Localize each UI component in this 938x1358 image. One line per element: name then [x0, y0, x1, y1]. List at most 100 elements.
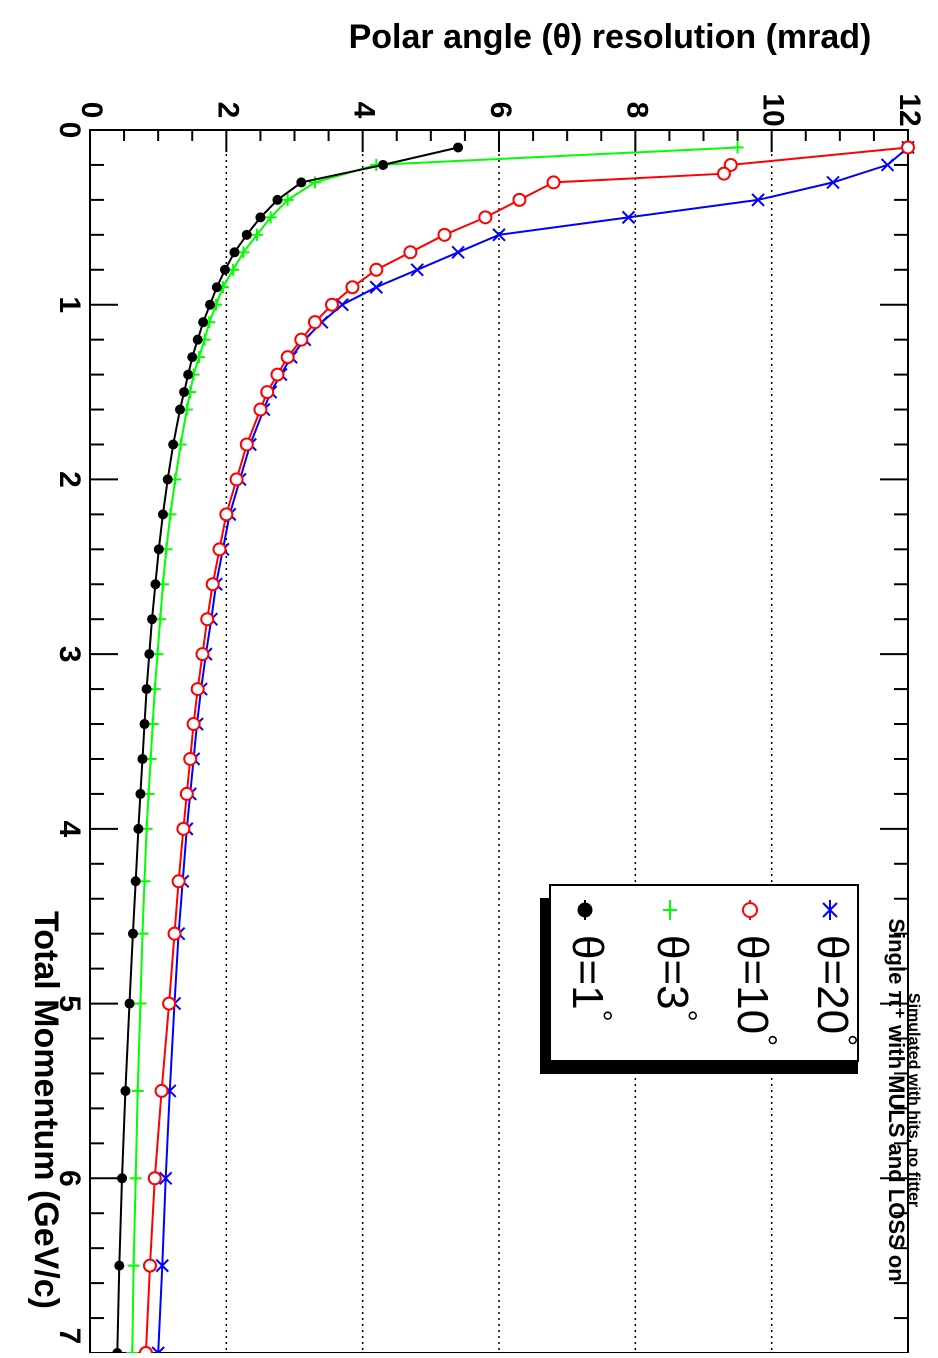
open-circle-marker [200, 612, 215, 627]
x-marker [410, 263, 424, 277]
open-circle-marker [437, 227, 452, 242]
open-circle-marker [212, 542, 227, 557]
y-tick-label: 6 [484, 102, 517, 119]
open-circle-marker [478, 210, 493, 225]
open-circle-marker [369, 262, 384, 277]
open-circle-marker [219, 507, 234, 522]
x-marker [880, 158, 895, 172]
open-circle-marker [901, 140, 915, 155]
legend-label: θ=3° [648, 935, 702, 1022]
filled-circle-marker [139, 719, 150, 730]
legend-label: θ=10° [728, 935, 782, 1046]
filled-circle-marker [198, 317, 209, 328]
x-axis-label: Total Momentum (GeV/c) [27, 911, 65, 1309]
open-circle-marker [742, 902, 758, 918]
series-1 [138, 140, 915, 1358]
open-circle-marker [239, 437, 254, 452]
open-circle-marker [154, 1083, 169, 1098]
open-circle-marker [142, 1258, 157, 1273]
open-circle-marker [253, 402, 268, 417]
x-tick-label-group: 0 [53, 122, 86, 139]
x-marker [155, 1258, 169, 1273]
legend-label: θ=1° [563, 935, 617, 1022]
y-tick-label: 2 [211, 102, 244, 119]
x-marker [492, 228, 506, 242]
filled-circle-marker [130, 876, 141, 887]
y-tick-label-group: 6 [484, 102, 517, 119]
open-circle-marker [179, 786, 194, 801]
x-tick-label: 0 [53, 122, 86, 139]
filled-circle-marker [114, 1260, 125, 1271]
x-tick-label-group: 7 [53, 1328, 86, 1345]
legend-label-group: θ=1° [563, 935, 617, 1022]
x-tick-label: 3 [53, 646, 86, 663]
open-circle-marker [294, 332, 309, 347]
filled-circle-marker [144, 649, 155, 660]
x-marker [335, 298, 349, 312]
open-circle-marker [324, 297, 339, 312]
series-line [144, 146, 909, 1354]
open-circle-marker [171, 874, 186, 889]
filled-circle-marker [187, 352, 198, 363]
filled-circle-marker [157, 509, 168, 520]
x-tick-label: 2 [53, 471, 86, 488]
filled-circle-marker [192, 334, 203, 345]
filled-circle-marker [153, 544, 164, 555]
y-tick-label-group: 2 [211, 102, 244, 119]
y-tick-label-group: 4 [348, 102, 381, 119]
x-tick-label: 4 [53, 821, 86, 838]
legend-label-group: θ=3° [648, 935, 702, 1022]
x-marker [451, 245, 465, 260]
filled-circle-marker [141, 684, 152, 695]
y-tick-label-group: 12 [893, 93, 926, 126]
y-tick-label: 12 [893, 93, 926, 126]
x-tick-label-group: 2 [53, 471, 86, 488]
legend-label-group: θ=10° [728, 935, 782, 1046]
series-2 [126, 141, 744, 1358]
x-marker [826, 175, 840, 190]
filled-circle-marker [296, 177, 307, 188]
filled-circle-marker [577, 902, 593, 918]
x-tick-label: 5 [53, 995, 86, 1012]
open-circle-marker [147, 1171, 162, 1186]
filled-circle-marker [183, 369, 194, 380]
open-circle-marker [229, 472, 244, 487]
x-tick-label: 6 [53, 1170, 86, 1187]
x-axis-label-group: Total Momentum (GeV/c) [27, 911, 65, 1309]
x-tick-label-group: 5 [53, 995, 86, 1012]
open-circle-marker [307, 315, 322, 330]
open-circle-marker [186, 717, 201, 732]
legend-box [549, 884, 859, 1062]
open-circle-marker [162, 996, 177, 1011]
y-axis-label: Polar angle (θ) resolution (mrad) [349, 18, 872, 56]
x-tick-label-group: 3 [53, 646, 86, 663]
filled-circle-marker [162, 474, 173, 485]
filled-circle-marker [211, 282, 222, 293]
legend-label-group: θ=20° [808, 935, 862, 1046]
filled-circle-marker [272, 194, 283, 205]
x-tick-label: 1 [53, 296, 86, 313]
y-tick-label-group: 10 [757, 93, 790, 126]
filled-circle-marker [219, 264, 230, 275]
y-tick-label: 4 [348, 102, 381, 119]
filled-circle-marker [150, 579, 161, 590]
filled-circle-marker [378, 159, 389, 170]
filled-circle-marker [174, 404, 185, 415]
x-tick-label-group: 6 [53, 1170, 86, 1187]
filled-circle-marker [124, 998, 135, 1009]
open-circle-marker [512, 192, 527, 207]
y-tick-label-group: 8 [620, 102, 653, 119]
filled-circle-marker [168, 439, 179, 450]
filled-circle-marker [241, 229, 252, 240]
legend: θ=20° θ=10° θ=3° θ=1° [540, 884, 862, 1074]
filled-circle-marker [453, 142, 464, 153]
y-tick-label: 8 [620, 102, 653, 119]
legend-label: θ=20° [808, 935, 862, 1046]
annotation-group: Simulated with hits, no fitter Single π⁺… [884, 918, 922, 1281]
y-tick-label-group: 0 [75, 102, 108, 119]
open-circle-marker [345, 280, 360, 295]
filled-circle-marker [255, 212, 266, 223]
open-circle-marker [260, 385, 275, 400]
